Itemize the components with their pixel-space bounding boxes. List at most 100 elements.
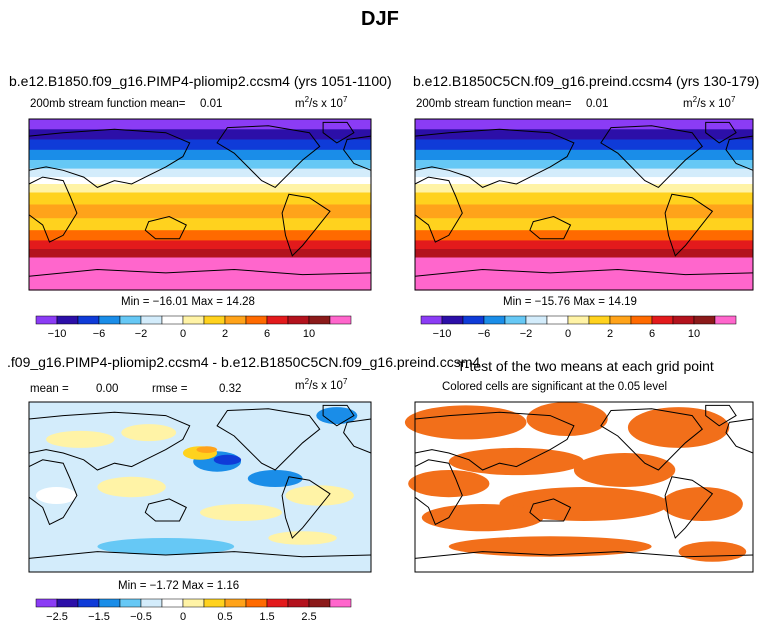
colorbar-tick-label: −6 xyxy=(93,328,106,340)
significant-region xyxy=(421,504,544,532)
colorbar-swatch xyxy=(98,315,121,325)
colorbar-swatch xyxy=(630,315,653,325)
colorbar-swatch xyxy=(462,315,485,325)
panel3-rmse-value: 0.32 xyxy=(219,383,242,395)
colorbar-tick-label: 0.5 xyxy=(217,611,232,623)
colorbar-tick-label: 2 xyxy=(607,328,613,340)
coastline xyxy=(322,404,355,427)
colorbar-tick-label: −0.5 xyxy=(130,611,152,623)
colorbar-tick-label: −2 xyxy=(135,328,148,340)
colorbar-tick-label: 10 xyxy=(303,328,315,340)
panel2-units: m2/s x 107 xyxy=(683,95,736,110)
colorbar-swatch xyxy=(224,598,247,608)
colorbar-swatch xyxy=(77,598,100,608)
colorbar-tick-label: −1.5 xyxy=(88,611,110,623)
contour-band xyxy=(29,230,371,242)
colorbar-tick-label: 2.5 xyxy=(301,611,316,623)
significant-region xyxy=(499,487,669,521)
contour-band xyxy=(415,177,753,185)
panel3-map xyxy=(28,401,372,573)
colorbar-swatch xyxy=(182,315,205,325)
panel3-minmax: Min = −1.72 Max = 1.16 xyxy=(118,580,240,592)
coastline xyxy=(414,268,754,277)
colorbar-swatch xyxy=(609,315,632,325)
significant-region xyxy=(404,405,527,440)
significant-region xyxy=(573,453,676,487)
coastline xyxy=(28,459,78,526)
coastline xyxy=(343,418,372,454)
coastline xyxy=(281,193,331,257)
colorbar-swatch xyxy=(329,598,352,608)
coastline xyxy=(414,459,463,526)
contour-band xyxy=(415,139,753,151)
contour-band xyxy=(415,249,753,259)
colorbar-tick-label: 0 xyxy=(180,611,186,623)
colorbar-swatch xyxy=(588,315,611,325)
colorbar-tick-label: 0 xyxy=(565,328,571,340)
coastline xyxy=(28,128,191,188)
panel1-map xyxy=(28,118,372,291)
colorbar-swatch xyxy=(567,315,590,325)
coastline xyxy=(28,268,372,277)
contour-band xyxy=(29,249,371,259)
anomaly-blob xyxy=(35,487,77,504)
anomaly-blob xyxy=(213,454,242,465)
panel2-title: b.e12.B1850C5CN.f09_g16.preind.ccsm4 (yr… xyxy=(413,73,760,89)
colorbar-swatch xyxy=(546,315,569,325)
contour-band xyxy=(415,184,753,194)
panel1-minmax: Min = −16.01 Max = 14.28 xyxy=(121,296,255,308)
anomaly-blob xyxy=(247,470,303,487)
colorbar-swatch xyxy=(525,315,548,325)
coastline xyxy=(144,215,187,240)
colorbar-swatch xyxy=(161,315,184,325)
significant-region xyxy=(408,470,490,498)
map-frame xyxy=(28,401,372,573)
colorbar-tick-label: 0 xyxy=(180,328,186,340)
significant-region xyxy=(448,447,584,476)
panel3-title: .f09_g16.PIMP4-pliomip2.ccsm4 - b.e12.B1… xyxy=(7,354,481,370)
colorbar-tick-label: −10 xyxy=(433,328,452,340)
colorbar-swatch xyxy=(203,315,226,325)
coastline xyxy=(28,176,78,243)
contour-band xyxy=(29,168,371,178)
contour-band xyxy=(29,160,371,170)
panel1-mean-value: 0.01 xyxy=(200,98,223,110)
coastline xyxy=(725,135,754,172)
significant-region xyxy=(661,487,743,521)
colorbar-swatch xyxy=(140,315,163,325)
panel3-rmse-label: rmse = xyxy=(152,383,188,395)
contour-band xyxy=(415,240,753,250)
panel1-units: m2/s x 107 xyxy=(295,95,348,110)
map-frame xyxy=(414,118,754,291)
colorbar-swatch xyxy=(308,598,331,608)
colorbar-tick-label: 6 xyxy=(264,328,270,340)
colorbar-swatch xyxy=(504,315,527,325)
coastline xyxy=(664,193,714,257)
colorbar-tick-label: 10 xyxy=(688,328,700,340)
contour-band xyxy=(29,149,371,161)
contour-band xyxy=(29,119,371,130)
colorbar-swatch xyxy=(483,315,506,325)
contour-band xyxy=(415,160,753,170)
anomaly-blob xyxy=(285,485,354,506)
panel2-colorbar: −10 −6 −2 0 2 6 10 xyxy=(420,315,737,340)
colorbar-tick-label: −2 xyxy=(520,328,533,340)
significant-region xyxy=(627,407,730,448)
panel4-title: T-test of the two means at each grid poi… xyxy=(457,358,714,374)
contour-band xyxy=(29,177,371,185)
contour-band xyxy=(29,139,371,151)
colorbar-swatch xyxy=(441,315,464,325)
coastline xyxy=(529,498,572,522)
coastline xyxy=(28,551,372,559)
coastline xyxy=(414,128,575,188)
colorbar-tick-label: 1.5 xyxy=(259,611,274,623)
map-frame xyxy=(414,401,754,573)
coastline xyxy=(322,121,355,144)
panel1-colorbar: −10 −6 −2 0 2 6 10 xyxy=(35,315,352,340)
colorbar-swatch xyxy=(714,315,737,325)
coastline xyxy=(414,551,754,559)
contour-band xyxy=(415,168,753,178)
panel2-minmax: Min = −15.76 Max = 14.19 xyxy=(503,296,637,308)
colorbar-swatch xyxy=(266,315,289,325)
contour-band xyxy=(29,184,371,194)
